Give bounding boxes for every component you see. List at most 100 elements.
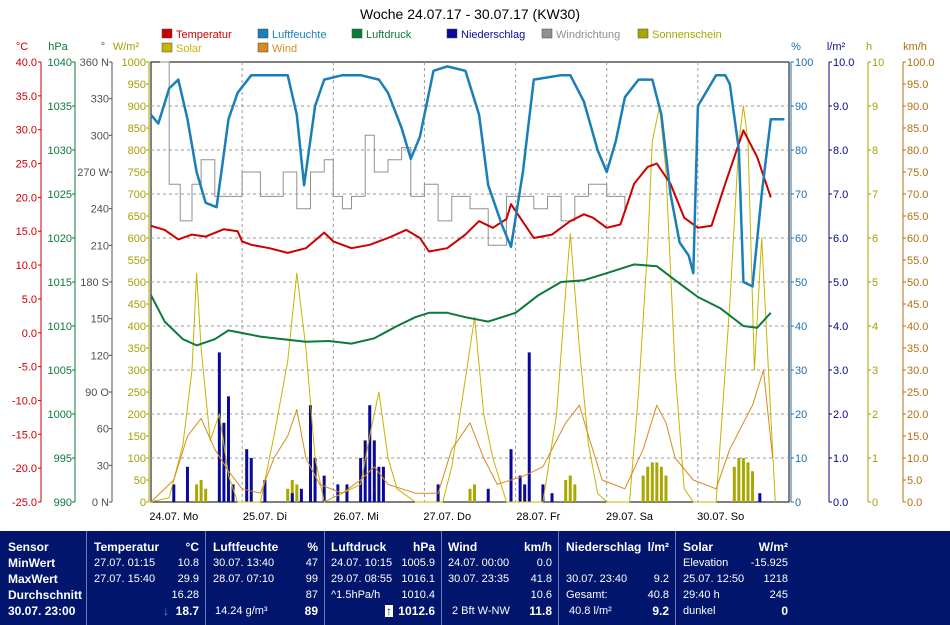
sunshine-axis-tick-label: 7 — [872, 189, 878, 201]
temp-avg: 16.28 — [171, 589, 199, 601]
weather-chart: Woche 24.07.17 - 30.07.17 (KW30) Tempera… — [12, 6, 935, 523]
wind-line — [150, 369, 774, 503]
wind-current: 11.8 — [529, 604, 552, 618]
sunshine-bar — [732, 466, 736, 502]
sun-hours: 29:40 h — [683, 589, 720, 601]
winddir-line — [160, 61, 626, 246]
hum-abs: 14.24 g/m³ — [215, 605, 268, 617]
hum-unit: % — [307, 540, 318, 554]
wind-axis-tick-label: 70.0 — [907, 189, 928, 201]
legend-label: Niederschlag — [461, 29, 525, 41]
solar-max: 1218 — [763, 573, 788, 585]
solar-axis-tick-label: 650 — [128, 211, 146, 223]
precip-bar — [518, 475, 522, 502]
precip-axis-tick-label: 3.0 — [833, 365, 848, 377]
sunshine-bar — [737, 458, 741, 502]
temp-axis-tick-label: 25.0 — [16, 159, 37, 171]
precip-bar — [217, 352, 221, 502]
humidity-axis-tick-label: 30 — [795, 365, 807, 377]
humidity-axis-tick-label: 90 — [795, 101, 807, 113]
precip-bar — [345, 484, 349, 502]
sunshine-axis-tick-label: 10 — [872, 57, 884, 69]
legend-label: Temperatur — [176, 29, 232, 41]
press-min: 1005.9 — [401, 557, 435, 569]
hum-current: 89 — [304, 604, 318, 618]
pressure-axis-tick-label: 1000 — [48, 409, 72, 421]
precip-axis-tick-label: 10.0 — [833, 57, 854, 69]
legend-label: Windrichtung — [556, 29, 620, 41]
humidity-axis-tick-label: 100 — [795, 57, 813, 69]
wind-min-time: 24.07. 00:00 — [448, 557, 510, 569]
temp-axis-unit: °C — [16, 41, 28, 53]
temp-axis-tick-label: -25.0 — [12, 497, 37, 509]
sunshine-bar — [646, 466, 650, 502]
wind-axis-tick-label: 25.0 — [907, 387, 928, 399]
avg-label: Durchschnitt — [8, 588, 83, 602]
solar-axis-tick-label: 950 — [128, 79, 146, 91]
temp-current: 18.7 — [175, 604, 199, 618]
solar-axis-tick-label: 750 — [128, 167, 146, 179]
sun-val: 245 — [769, 589, 788, 601]
sunshine-bar — [290, 480, 294, 502]
legend-swatch — [541, 28, 553, 39]
solar-elev-label: Elevation — [683, 557, 729, 569]
wind-header: Wind — [448, 540, 478, 554]
hum-max: 99 — [305, 573, 318, 585]
wind-axis-tick-label: 60.0 — [907, 233, 928, 245]
wind-max-time: 30.07. 23:35 — [448, 573, 510, 585]
precip-bar — [336, 484, 340, 502]
humidity-section: Luftfeuchte% 30.07. 13:40 47 28.07. 07:10… — [206, 531, 325, 625]
pressure-axis-tick-label: 1040 — [48, 57, 72, 69]
precip-bar — [381, 466, 385, 502]
wind-avg: 10.6 — [530, 589, 552, 601]
solar-axis-tick-label: 250 — [128, 387, 146, 399]
pressure-axis-tick-label: 1035 — [48, 101, 72, 113]
precip-sum: 40.8 l/m² — [569, 605, 612, 617]
sunshine-axis-tick-label: 3 — [872, 365, 878, 377]
precip-axis-tick-label: 4.0 — [833, 321, 848, 333]
precip-unit: l/m² — [647, 540, 669, 554]
solar-header: Solar — [683, 540, 714, 554]
chart-title: Woche 24.07.17 - 30.07.17 (KW30) — [360, 6, 580, 22]
hum-min: 47 — [305, 557, 318, 569]
solar-axis-tick-label: 900 — [128, 101, 146, 113]
winddir-axis-tick-label: 330 — [91, 94, 109, 106]
wind-min: 0.0 — [536, 557, 552, 569]
wind-axis-tick-label: 80.0 — [907, 145, 928, 157]
sunshine-bar — [199, 480, 203, 502]
solar-axis-tick-label: 300 — [128, 365, 146, 377]
sunshine-bar — [746, 462, 750, 502]
sunshine-axis-tick-label: 8 — [872, 145, 878, 157]
solar-axis-tick-label: 700 — [128, 189, 146, 201]
sunshine-axis-tick-label: 4 — [872, 321, 878, 333]
sunshine-bar — [641, 475, 645, 502]
precip-bar — [172, 484, 176, 502]
x-axis: 24.07. Mo 25.07. Di 26.07. Mi 27.07. Do 28.0… — [149, 511, 744, 523]
humidity-axis-tick-label: 40 — [795, 321, 807, 333]
wind-axis-tick-label: 35.0 — [907, 343, 928, 355]
sensor-header: Sensor — [8, 540, 49, 554]
solar-axis-tick-label: 850 — [128, 123, 146, 135]
temp-axis-tick-label: 20.0 — [16, 192, 37, 204]
humidity-axis-tick-label: 50 — [795, 277, 807, 289]
press-max-time: 29.07. 08:55 — [331, 573, 393, 585]
sunshine-axis-tick-label: 1 — [872, 453, 878, 465]
precip-bar — [249, 458, 253, 502]
temp-max: 29.9 — [177, 573, 199, 585]
sunshine-bar — [568, 475, 572, 502]
precip-bar — [363, 440, 367, 502]
sunshine-bar — [741, 458, 745, 502]
precip-max: 9.2 — [653, 573, 669, 585]
min-label: MinWert — [8, 556, 56, 570]
pressure-axis-tick-label: 1015 — [48, 277, 72, 289]
legend-swatch — [351, 28, 363, 39]
precip-bar — [222, 422, 226, 502]
x-tick-label: 24.07. Mo — [149, 511, 198, 523]
right-axes: 1009080706050403020100%10.09.08.07.06.05… — [790, 41, 935, 509]
wind-axis-tick-label: 20.0 — [907, 409, 928, 421]
precip-bar — [185, 466, 189, 502]
precip-section: Niederschlag l/m² 30.07. 23:40 9.2 Gesamt:… — [559, 531, 676, 625]
winddir-axis-tick-label: 30 — [97, 460, 109, 472]
precip-bar — [523, 484, 527, 502]
pressure-axis-tick-label: 1010 — [48, 321, 72, 333]
